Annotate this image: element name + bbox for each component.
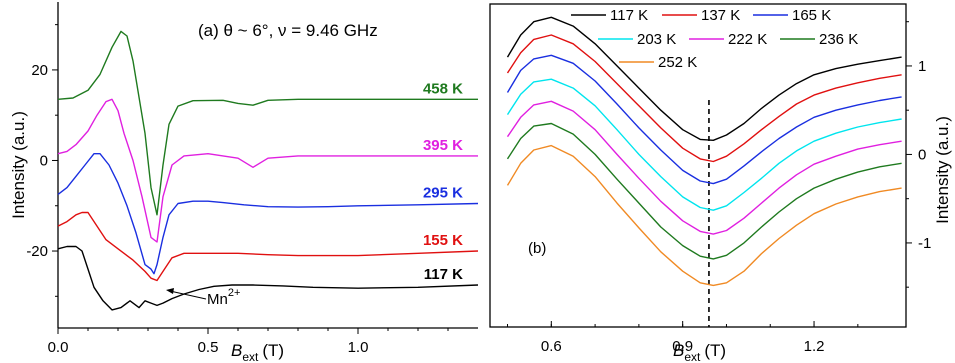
legend-label-165-k: 165 K (792, 7, 831, 24)
panel-a: 0.0 0.5 1.0 20 0 -20 458 K 395 K 295 K 155 K 117 … (9, 2, 479, 363)
panel-b-xlabel: Bext (T) (673, 341, 726, 363)
panel-b-ticks: 0.6 0.9 1.2 1 0 -1 (507, 21, 931, 355)
panel-b-xlabel-unit: (T) (704, 341, 726, 360)
panel-a-curve-395-k (57, 98, 478, 243)
panel-b-curve-252-k (506, 144, 902, 287)
legend-label-252-k: 252 K (658, 54, 697, 71)
panel-a-xtick-label: 0.5 (198, 339, 219, 356)
panel-a-curves (57, 30, 479, 311)
panel-b-curve-137-k (506, 34, 902, 163)
panel-a-ytick-label: 0 (40, 152, 48, 169)
panel-a-curve-117-k (57, 245, 479, 311)
panel-a-label-155-k: 155 K (423, 232, 463, 249)
panel-b-frame (489, 3, 907, 328)
panel-a-curve-295-k (57, 153, 479, 275)
panel-b-curve-236-k (506, 122, 902, 260)
panel-a-label-395-k: 395 K (423, 137, 463, 154)
panel-a-xlabel: Bext (T) (231, 341, 284, 363)
panel-a-curve-155-k (57, 211, 479, 282)
panel-b-ytick-label: 0 (918, 146, 926, 163)
panel-b-curve-165-k (506, 54, 902, 185)
panel-b-ytick-label: 1 (918, 58, 926, 75)
legend-label-203-k: 203 K (637, 31, 676, 48)
panel-a-xlabel-unit: (T) (262, 341, 284, 360)
panel-b-ytick-label: -1 (918, 235, 931, 252)
panel-a-ticks: 0.0 0.5 1.0 20 0 -20 (26, 24, 449, 356)
legend-label-222-k: 222 K (728, 31, 767, 48)
panel-b-curves (506, 16, 902, 287)
panel-b-curve-222-k (506, 100, 902, 235)
panel-b-legend: 117 K 137 K 165 K 203 K 222 K 236 K 252 K (571, 7, 858, 71)
mn-annotation-arrowhead (166, 288, 174, 294)
panel-a-series-labels: 458 K 395 K 295 K 155 K 117 K (423, 80, 463, 283)
panel-b-ylabel: Intensity (a.u.) (933, 116, 952, 224)
panel-b-curve-203-k (506, 78, 902, 211)
mn-annotation-sup: 2+ (228, 287, 241, 299)
panel-a-xlabel-sub: ext (242, 350, 259, 363)
mn-annotation-main: Mn (207, 291, 228, 308)
panel-b-xlabel-symbol: B (673, 341, 684, 360)
panel-a-ytick-label: 20 (31, 62, 48, 79)
panel-b: 0.6 0.9 1.2 1 0 -1 117 K 137 K 165 K 203 K 222 K 2… (489, 3, 952, 363)
panel-b-label: (b) (528, 240, 546, 257)
legend-label-137-k: 137 K (701, 7, 740, 24)
panel-b-xlabel-sub: ext (684, 350, 701, 363)
panel-a-label-295-k: 295 K (423, 184, 463, 201)
panel-a-title: (a) θ ~ 6°, ν = 9.46 GHz (198, 21, 378, 40)
panel-a-xtick-label: 1.0 (348, 339, 369, 356)
panel-a-label-458-k: 458 K (423, 80, 463, 97)
panel-b-xtick-label: 0.6 (541, 338, 562, 355)
panel-b-curve-117-k (506, 16, 902, 141)
panel-a-xtick-label: 0.0 (48, 339, 69, 356)
legend-label-236-k: 236 K (819, 31, 858, 48)
panel-a-label-117-k: 117 K (424, 266, 463, 283)
panel-b-xtick-label: 1.2 (804, 338, 825, 355)
mn-annotation-arrow (169, 290, 207, 300)
panel-a-ytick-label: -20 (26, 243, 48, 260)
panel-a-curve-458-k (57, 30, 478, 216)
legend-label-117-k: 117 K (610, 7, 648, 24)
panel-b-xtick-label: 0.9 (672, 338, 693, 355)
mn-annotation-text: Mn2+ (207, 287, 240, 308)
mn-annotation: Mn2+ (166, 287, 240, 308)
panel-a-ylabel: Intensity (a.u.) (9, 111, 28, 219)
panel-a-xlabel-symbol: B (231, 341, 242, 360)
